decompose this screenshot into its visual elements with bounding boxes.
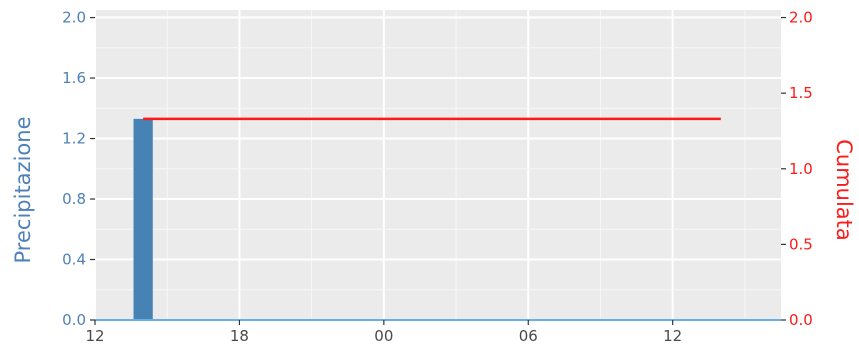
y-left-tick-label: 1.2 <box>62 130 86 148</box>
x-tick-label: 12 <box>85 327 104 345</box>
y-right-tick-label: 1.5 <box>789 84 813 102</box>
y-left-tick-label: 0.0 <box>62 311 86 329</box>
x-tick-label: 12 <box>663 327 682 345</box>
y-left-tick-label: 2.0 <box>62 9 86 27</box>
x-tick-label: 06 <box>519 327 538 345</box>
bar-series <box>133 118 153 320</box>
y-right-tick-label: 0.5 <box>789 235 813 253</box>
y-left-tick-label: 0.4 <box>62 251 86 269</box>
line-series <box>95 117 781 321</box>
plot-panel <box>95 10 781 320</box>
axes: 0.0 0.4 0.8 1.2 1.6 2.0 0.0 0.5 1.0 1.5 2.0 12 18 00 0… <box>62 9 813 345</box>
y-left-tick-label: 0.8 <box>62 190 86 208</box>
y-left-tick-label: 1.6 <box>62 69 86 87</box>
y-right-axis-title: Cumulata <box>832 139 856 241</box>
precipitation-bar <box>133 118 153 320</box>
x-tick-label: 18 <box>230 327 249 345</box>
y-left-axis-title: Precipitazione <box>11 117 35 264</box>
x-tick-label: 00 <box>374 327 393 345</box>
y-right-tick-label: 2.0 <box>789 9 813 27</box>
y-right-tick-label: 1.0 <box>789 160 813 178</box>
y-right-tick-label: 0.0 <box>789 311 813 329</box>
